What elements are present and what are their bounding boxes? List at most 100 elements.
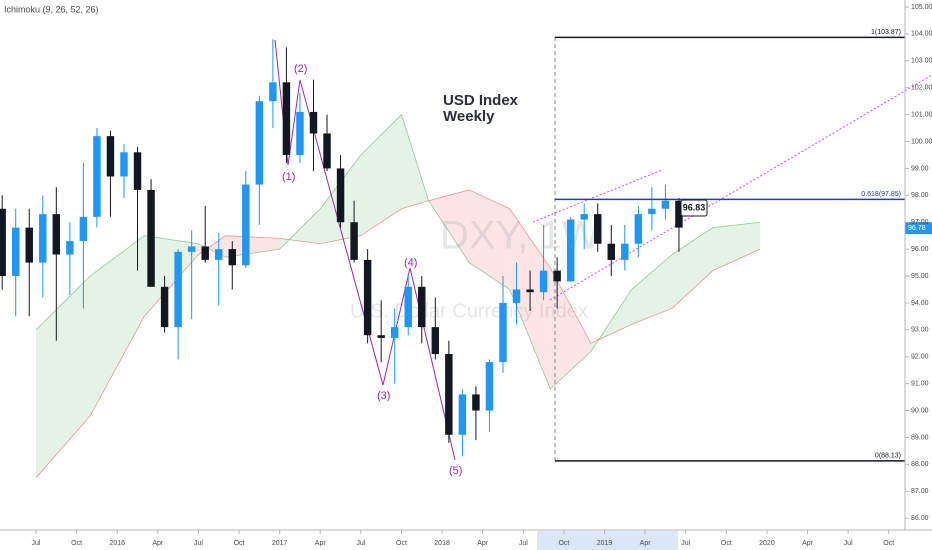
y-tick-label: 101.00: [911, 111, 932, 118]
candle-body: [634, 214, 643, 244]
candle-body: [607, 243, 615, 260]
candle-body: [512, 289, 521, 303]
fib-label: 0(88.13): [875, 453, 901, 460]
cloud-segment: [712, 222, 761, 271]
ichimoku-cloud: [35, 113, 761, 479]
y-tick-label: 96.00: [911, 246, 929, 253]
candle-body: [66, 241, 74, 255]
x-tick-label: 2017: [272, 540, 288, 547]
candle-body: [472, 394, 480, 411]
indicator-label: Ichimoku (9, 26, 52, 26): [4, 4, 99, 14]
x-tick-label: Jul: [519, 540, 528, 547]
candle-body: [11, 227, 20, 277]
candle-body: [445, 354, 453, 435]
candle-body: [255, 101, 264, 185]
candle-body: [309, 111, 318, 134]
price-box-label: 96.83: [683, 202, 706, 212]
candle-body: [661, 200, 670, 209]
x-tick-label: Oct: [71, 540, 82, 547]
candle-body: [39, 214, 47, 263]
y-tick-label: 95.00: [911, 273, 929, 280]
y-tick-label: 89.00: [911, 434, 929, 441]
price-box: [680, 199, 708, 217]
candles: [0, 39, 683, 457]
wave-label: (1): [282, 171, 295, 183]
wave-label: (4): [404, 257, 417, 269]
candle-body: [25, 227, 33, 263]
candle-body: [187, 246, 196, 252]
candle-body: [133, 152, 142, 190]
candle-body: [404, 286, 412, 328]
candle-body: [201, 246, 209, 260]
candle-body: [242, 184, 250, 266]
x-tick-label: Apr: [640, 540, 652, 547]
x-tick-label: 2016: [109, 540, 125, 547]
wave-label: (2): [294, 63, 307, 75]
candle-body: [174, 251, 182, 328]
cloud-segment: [144, 235, 199, 317]
candle-body: [120, 152, 128, 177]
x-tick-label: Jul: [844, 540, 853, 547]
wave-label: (3): [377, 390, 390, 402]
candle-body: [526, 289, 534, 293]
candle-body: [93, 136, 101, 217]
candle-body: [336, 168, 345, 223]
overlay: 1(103.87) 0.618(97.85) 0(88.13) 96.78: [555, 29, 932, 462]
candle-body: [539, 270, 548, 293]
y-tick-label: 87.00: [911, 488, 929, 495]
candle-body: [390, 327, 399, 338]
x-tick-label: Jul: [356, 540, 365, 547]
y-tick-label: 103.00: [911, 58, 932, 65]
candle-body: [323, 133, 331, 169]
cloud-segment: [469, 189, 510, 290]
y-tick-label: 90.00: [911, 407, 929, 414]
last-price-tag: [905, 222, 932, 235]
y-tick-label: 97.00: [911, 219, 929, 226]
cloud-segment: [36, 276, 91, 478]
candle-body: [566, 219, 575, 282]
candle-body: [499, 302, 507, 363]
title-line: USD Index: [443, 92, 519, 109]
candle-body: [553, 270, 561, 282]
cloud-segment: [401, 114, 429, 209]
cloud-line: [35, 189, 761, 479]
candle-body: [621, 243, 629, 260]
y-tick-label: 92.00: [911, 354, 929, 361]
candle-body: [675, 200, 683, 228]
watermark-name: U.S. Dollar Currency Index: [350, 300, 588, 322]
candle-body: [215, 249, 223, 260]
x-tick-label: 2019: [597, 540, 613, 547]
candle-body: [52, 214, 61, 255]
cloud-segment: [225, 235, 280, 258]
candle-body: [228, 249, 236, 266]
fib-label: 1(103.87): [871, 29, 901, 36]
cloud-line: [35, 113, 761, 390]
time-range-highlight: [537, 531, 678, 550]
candle-body: [594, 214, 602, 244]
x-tick-label: Oct: [234, 540, 245, 547]
y-tick-label: 102.00: [911, 85, 932, 92]
x-tick-label: Apr: [152, 540, 164, 547]
cloud-segment: [631, 254, 673, 325]
channel-top: [532, 169, 663, 223]
y-tick-label: 99.00: [911, 165, 929, 172]
x-tick-label: 2018: [434, 540, 450, 547]
y-tick-label: 91.00: [911, 380, 929, 387]
y-tick-label: 94.00: [911, 300, 929, 307]
watermark-symbol: DXY, 1W: [440, 214, 600, 258]
fib-label: 0.618(97.85): [861, 191, 901, 198]
x-tick-label: Oct: [396, 540, 407, 547]
candle-body: [377, 335, 385, 338]
candle-body: [296, 111, 304, 155]
candle-body: [485, 362, 494, 411]
last-price-label: 96.78: [908, 225, 926, 232]
x-tick-label: Jul: [32, 540, 41, 547]
candle-body: [431, 327, 440, 355]
candle-body: [363, 259, 372, 336]
wave-label: (5): [449, 465, 462, 477]
y-tick-label: 93.00: [911, 327, 929, 334]
candle-body: [79, 216, 88, 242]
candle-body: [147, 189, 155, 287]
candle-body: [106, 136, 115, 177]
